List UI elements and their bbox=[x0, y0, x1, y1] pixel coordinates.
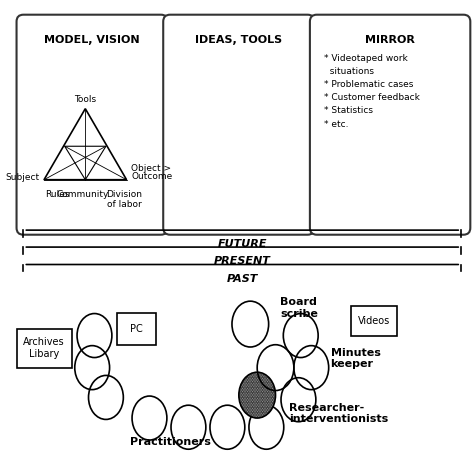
Text: Board
scribe: Board scribe bbox=[280, 297, 318, 319]
Text: Outcome: Outcome bbox=[131, 172, 173, 181]
Text: FUTURE: FUTURE bbox=[218, 239, 267, 249]
Text: Rules: Rules bbox=[45, 190, 70, 199]
Text: MIRROR: MIRROR bbox=[365, 36, 415, 46]
FancyBboxPatch shape bbox=[351, 306, 397, 336]
FancyBboxPatch shape bbox=[163, 15, 314, 235]
Text: * Videotaped work
  situations
* Problematic cases
* Customer feedback
* Statist: * Videotaped work situations * Problemat… bbox=[324, 54, 419, 128]
Text: IDEAS, TOOLS: IDEAS, TOOLS bbox=[195, 36, 283, 46]
Text: Community: Community bbox=[57, 190, 109, 199]
Ellipse shape bbox=[239, 372, 275, 418]
FancyBboxPatch shape bbox=[17, 15, 168, 235]
Text: Archives
Libary: Archives Libary bbox=[23, 337, 65, 359]
FancyBboxPatch shape bbox=[310, 15, 470, 235]
Text: Videos: Videos bbox=[358, 316, 390, 326]
Text: PC: PC bbox=[130, 324, 143, 334]
Text: Tools: Tools bbox=[74, 95, 96, 104]
Text: Practitioners: Practitioners bbox=[130, 438, 210, 447]
FancyBboxPatch shape bbox=[118, 313, 156, 345]
Text: Subject: Subject bbox=[5, 173, 39, 182]
FancyBboxPatch shape bbox=[17, 328, 72, 368]
Text: Researcher-
interventionists: Researcher- interventionists bbox=[289, 403, 389, 424]
Text: Division
of labor: Division of labor bbox=[106, 190, 142, 209]
Text: Minutes
keeper: Minutes keeper bbox=[330, 347, 381, 369]
Text: MODEL, VISION: MODEL, VISION bbox=[45, 36, 140, 46]
Text: PAST: PAST bbox=[227, 273, 258, 283]
Text: Object >: Object > bbox=[131, 164, 171, 173]
Text: PRESENT: PRESENT bbox=[214, 256, 271, 266]
